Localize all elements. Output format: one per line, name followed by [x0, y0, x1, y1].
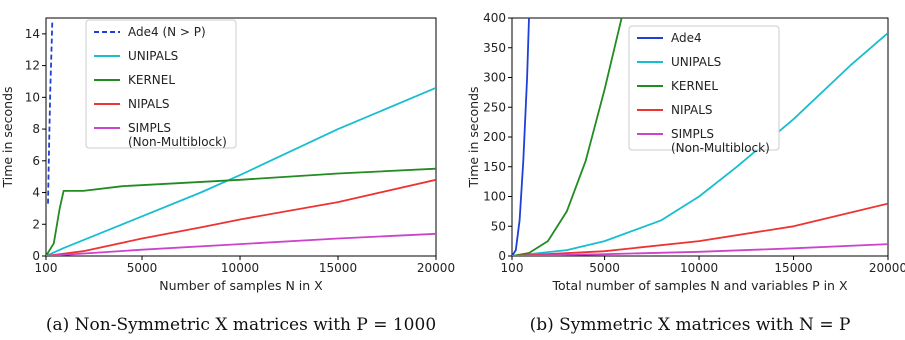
- chart2-series-group: [512, 18, 888, 256]
- chart1-series-group: [46, 21, 436, 256]
- chart2-legend-label-1: UNIPALS: [671, 55, 721, 69]
- chart2-x-tick-label-0: 100: [501, 261, 524, 275]
- chart2-legend-label-4: SIMPLS: [671, 127, 714, 141]
- chart1-x-tick-label-1: 5000: [127, 261, 158, 275]
- chart1-legend-label-4: SIMPLS: [128, 121, 171, 135]
- chart2-legend-label-3: NIPALS: [671, 103, 713, 117]
- chart1-y-axis-label: Time in seconds: [0, 86, 15, 188]
- chart2-x-tick-label-3: 15000: [774, 261, 812, 275]
- chart1-y-tick-label-4: 8: [32, 122, 40, 136]
- chart1-axes-frame: [45, 17, 437, 257]
- chart1-series-line-3: [46, 178, 436, 256]
- chart2-x-axis-label: Total number of samples N and variables …: [551, 278, 847, 293]
- chart2-y-tick-label-6: 300: [483, 71, 506, 85]
- chart1-x-tick-label-2: 10000: [221, 261, 259, 275]
- chart1-legend-label-2: KERNEL: [128, 73, 175, 87]
- chart1-x-tick-label-4: 20000: [417, 261, 455, 275]
- chart2-legend-label-2: KERNEL: [671, 79, 718, 93]
- chart1-y-tick-label-1: 2: [32, 217, 40, 231]
- chart2-y-tick-label-0: 0: [498, 249, 506, 263]
- chart1-series-line-2: [46, 167, 436, 256]
- chart2-caption: (b) Symmetric X matrices with N = P: [530, 315, 851, 335]
- chart2-y-tick-label-1: 50: [491, 219, 506, 233]
- chart1-y-tick-label-6: 12: [25, 59, 40, 73]
- chart1-x-tick-label-0: 100: [35, 261, 58, 275]
- chart1-legend-label-1: UNIPALS: [128, 49, 178, 63]
- chart1-series-line-1: [46, 86, 436, 256]
- chart1-y-tick-label-5: 10: [25, 90, 40, 104]
- chart2-series-line-1: [512, 32, 888, 256]
- chart2-y-tick-label-7: 350: [483, 41, 506, 55]
- chart2-series-line-3: [512, 202, 888, 256]
- chart2-y-tick-label-2: 100: [483, 190, 506, 204]
- chart2-y-tick-label-8: 400: [483, 11, 506, 25]
- chart1-caption: (a) Non-Symmetric X matrices with P = 10…: [46, 315, 436, 335]
- chart2-y-axis-label: Time in seconds: [466, 86, 481, 188]
- chart2-x-tick-label-2: 10000: [680, 261, 718, 275]
- chart2-legend-label-4-line2: (Non-Multiblock): [671, 141, 770, 155]
- chart2-y-tick-label-4: 200: [483, 130, 506, 144]
- chart1-legend-label-0: Ade4 (N > P): [128, 25, 206, 39]
- chart2-y-tick-label-5: 250: [483, 100, 506, 114]
- chart1-legend-box: [85, 19, 237, 149]
- chart1-series-line-0: [47, 21, 54, 204]
- chart1-y-tick-label-0: 0: [32, 249, 40, 263]
- chart1-series-line-4: [46, 232, 436, 256]
- chart1-legend-label-3: NIPALS: [128, 97, 170, 111]
- chart2-y-tick-label-3: 150: [483, 160, 506, 174]
- chart2-series-line-4: [512, 243, 888, 256]
- chart1-y-tick-label-7: 14: [25, 27, 40, 41]
- chart2-legend-label-0: Ade4: [671, 31, 702, 45]
- chart1-legend-label-4-line2: (Non-Multiblock): [128, 135, 227, 149]
- chart1-y-tick-label-2: 4: [32, 186, 40, 200]
- chart2-x-tick-label-1: 5000: [589, 261, 620, 275]
- chart2-series-line-0: [512, 18, 530, 256]
- chart2-series-line-2: [512, 18, 623, 256]
- chart1-x-axis-label: Number of samples N in X: [159, 278, 323, 293]
- chart1-x-tick-label-3: 15000: [319, 261, 357, 275]
- chart2-x-tick-label-4: 20000: [869, 261, 905, 275]
- chart1-y-tick-label-3: 6: [32, 154, 40, 168]
- chart2-legend-box: [628, 25, 780, 151]
